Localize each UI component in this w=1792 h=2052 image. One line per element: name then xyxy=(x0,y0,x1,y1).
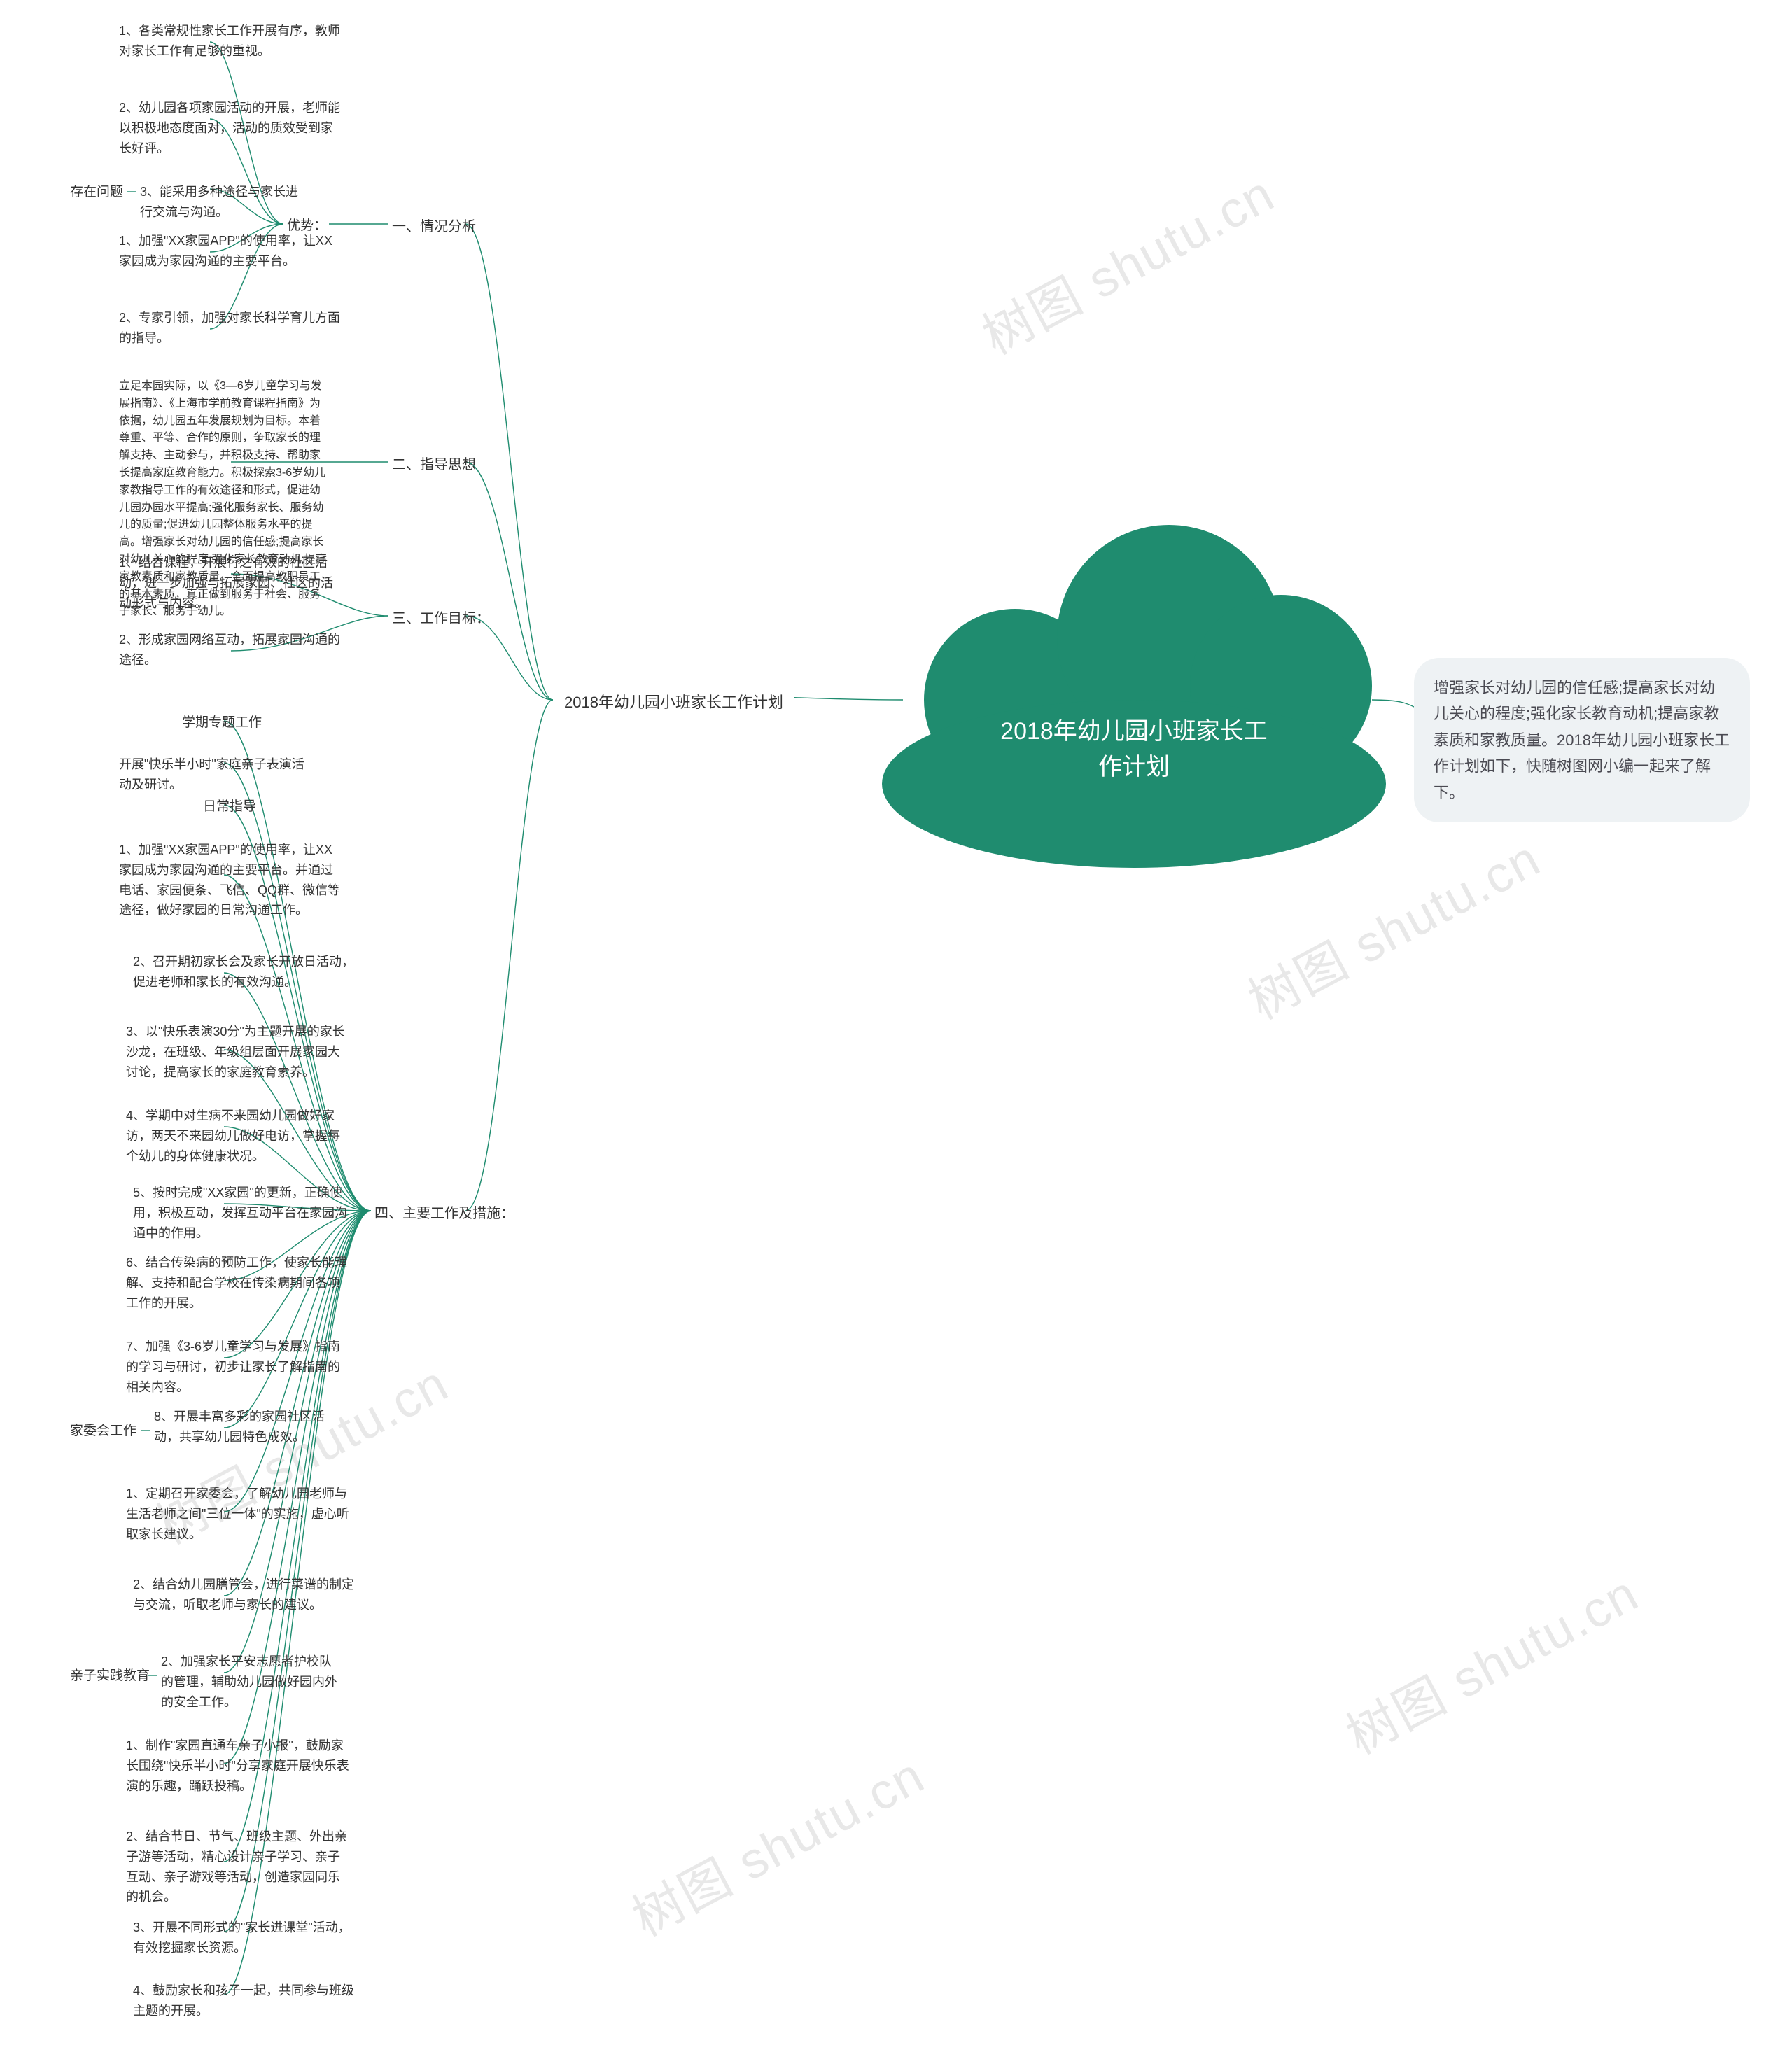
section-s4: 四、主要工作及措施： xyxy=(374,1202,514,1225)
s1-item: 3、能采用多种途径与家长进行交流与沟通。 xyxy=(140,182,301,223)
s4-group-label: 日常指导 xyxy=(203,796,256,817)
s1-problems-label: 存在问题 xyxy=(70,182,123,203)
s4-item: 2、结合幼儿园膳管会，进行菜谱的制定与交流，听取老师与家长的建议。 xyxy=(133,1575,357,1615)
s4-item: 2、加强家长平安志愿者护校队的管理，辅助幼儿园做好园内外的安全工作。 xyxy=(161,1652,343,1712)
s1-item: 1、各类常规性家长工作开展有序，教师对家长工作有足够的重视。 xyxy=(119,21,343,62)
s4-item: 5、按时完成"XX家园"的更新，正确使用，积极互动，发挥互动平台在家园沟通中的作… xyxy=(133,1183,357,1243)
s1-item: 1、加强"XX家园APP"的使用率，让XX家园成为家园沟通的主要平台。 xyxy=(119,231,343,272)
s4-item: 3、以"快乐表演30分"为主题开展的家长沙龙，在班级、年级组层面开展家园大讨论，… xyxy=(126,1022,350,1082)
root-node: 2018年幼儿园小班家长工 作计划 xyxy=(882,504,1386,868)
section-s2: 二、指导思想 xyxy=(392,454,476,476)
s4-item: 4、学期中对生病不来园幼儿园做好家访，两天不来园幼儿做好电访，掌握每个幼儿的身体… xyxy=(126,1106,350,1166)
s3-item: 2、形成家园网络互动，拓展家园沟通的途径。 xyxy=(119,630,343,670)
s4-group-label: 学期专题工作 xyxy=(182,712,262,733)
s4-item: 4、鼓励家长和孩子一起，共同参与班级主题的开展。 xyxy=(133,1981,357,2021)
section-s3: 三、工作目标： xyxy=(392,607,490,630)
s1-item: 2、幼儿园各项家园活动的开展，老师能以积极地态度面对，活动的质效受到家长好评。 xyxy=(119,98,343,158)
s1-item: 2、专家引领，加强对家长科学育儿方面的指导。 xyxy=(119,308,343,349)
watermark: 树图 shutu.cn xyxy=(617,1735,935,1951)
s4-item: 3、开展不同形式的"家长进课堂"活动，有效挖掘家长资源。 xyxy=(133,1918,357,1958)
s4-item: 1、定期召开家委会，了解幼儿园老师与生活老师之间"三位一体"的实施，虚心听取家长… xyxy=(126,1484,350,1544)
watermark: 树图 shutu.cn xyxy=(967,153,1285,369)
s3-item: 1、结合课程，开展行之有效的社区活动，进一步加强与拓展家园、社区的活动形式与内容… xyxy=(119,553,343,613)
s4-item: 2、召开期初家长会及家长开放日活动，促进老师和家长的有效沟通。 xyxy=(133,952,357,992)
s4-item: 8、开展丰富多彩的家园社区活动，共享幼儿园特色成效。 xyxy=(154,1407,336,1447)
subtitle: 2018年幼儿园小班家长工作计划 xyxy=(553,684,794,718)
s4-item: 1、制作"家园直通车亲子小报"，鼓励家长围绕"快乐半小时"分享家庭开展快乐表演的… xyxy=(126,1736,350,1796)
s4-item: 开展"快乐半小时"家庭亲子表演活动及研讨。 xyxy=(119,754,315,795)
summary-bubble: 增强家长对幼儿园的信任感;提高家长对幼儿关心的程度;强化家长教育动机;提高家教素… xyxy=(1414,658,1750,822)
s4-item: 6、结合传染病的预防工作，使家长能理解、支持和配合学校在传染病期间各项工作的开展… xyxy=(126,1253,350,1313)
s4-item: 1、加强"XX家园APP"的使用率，让XX家园成为家园沟通的主要平台。并通过电话… xyxy=(119,840,343,920)
section-s1: 一、情况分析 xyxy=(392,216,476,238)
watermark: 树图 shutu.cn xyxy=(1331,1553,1649,1769)
root-title: 2018年幼儿园小班家长工 作计划 xyxy=(882,714,1386,785)
s4-item: 2、结合节日、节气、班级主题、外出亲子游等活动，精心设计亲子学习、亲子互动、亲子… xyxy=(126,1827,350,1907)
s4-group-label: 亲子实践教育 xyxy=(70,1666,150,1687)
s4-item: 7、加强《3-6岁儿童学习与发展》指南的学习与研讨，初步让家长了解指南的相关内容… xyxy=(126,1337,350,1397)
s4-group-label: 家委会工作 xyxy=(70,1421,136,1442)
